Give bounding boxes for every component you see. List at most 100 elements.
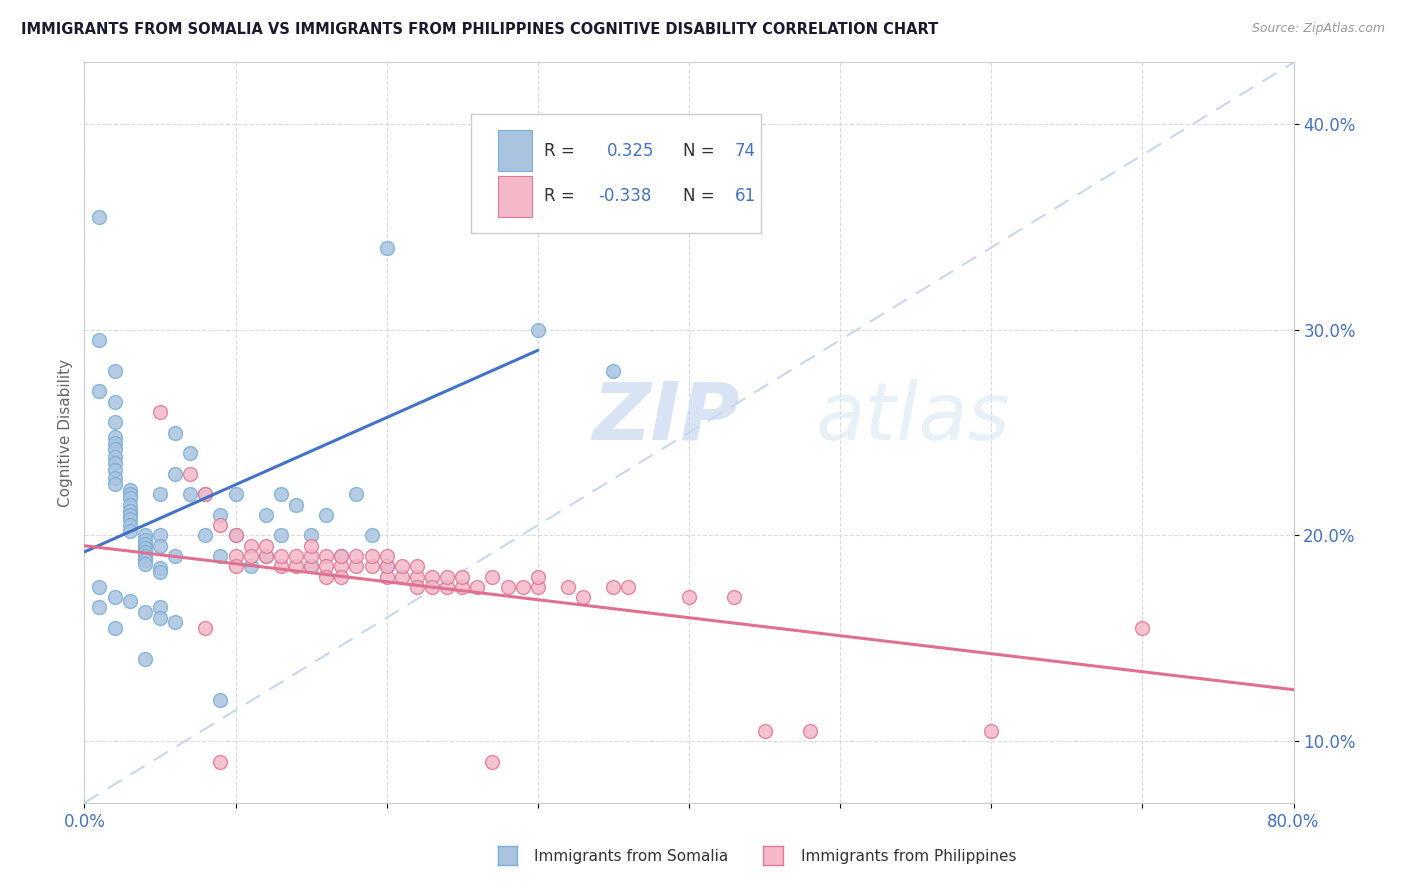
Point: [723, 590, 745, 604]
Point: [270, 549, 292, 563]
Point: [467, 580, 489, 594]
Point: [285, 549, 308, 563]
Point: [420, 580, 443, 594]
Point: [209, 549, 232, 563]
Point: [299, 559, 322, 574]
Point: [285, 559, 308, 574]
Point: [104, 394, 127, 409]
Point: [375, 559, 398, 574]
Point: [391, 559, 413, 574]
Point: [375, 569, 398, 583]
Point: [375, 549, 398, 563]
FancyBboxPatch shape: [471, 114, 762, 233]
Text: ZIP: ZIP: [592, 379, 740, 457]
Point: [149, 566, 172, 580]
Point: [134, 545, 156, 559]
Point: [149, 561, 172, 575]
Point: [360, 528, 382, 542]
Point: [89, 580, 111, 594]
Point: [225, 528, 247, 542]
Point: [270, 487, 292, 501]
Point: [179, 467, 201, 481]
Point: [149, 610, 172, 624]
Point: [134, 541, 156, 555]
Text: 61: 61: [735, 187, 756, 205]
Point: [165, 549, 187, 563]
Point: [165, 467, 187, 481]
Point: [527, 323, 550, 337]
Y-axis label: Cognitive Disability: Cognitive Disability: [58, 359, 73, 507]
Point: [330, 569, 353, 583]
Point: [194, 487, 217, 501]
FancyBboxPatch shape: [498, 130, 531, 171]
Point: [134, 553, 156, 567]
Point: [406, 569, 429, 583]
Point: [89, 333, 111, 347]
Point: [799, 723, 821, 738]
Point: [451, 580, 474, 594]
Point: [451, 569, 474, 583]
Point: [496, 580, 519, 594]
Point: [118, 487, 141, 501]
Point: [225, 549, 247, 563]
Point: [406, 580, 429, 594]
Point: [481, 569, 503, 583]
Point: [527, 580, 550, 594]
Point: [1130, 621, 1153, 635]
Point: [118, 504, 141, 518]
Point: [225, 487, 247, 501]
Point: [330, 549, 353, 563]
Text: N =: N =: [683, 187, 714, 205]
Point: [104, 471, 127, 485]
Point: [209, 518, 232, 533]
Point: [89, 600, 111, 615]
Point: [104, 442, 127, 456]
Point: [118, 518, 141, 533]
Point: [254, 508, 277, 522]
Point: [754, 723, 776, 738]
Point: [149, 405, 172, 419]
Point: [285, 498, 308, 512]
Point: [104, 621, 127, 635]
Point: [104, 590, 127, 604]
Point: [239, 559, 262, 574]
Point: [118, 498, 141, 512]
Text: Source: ZipAtlas.com: Source: ZipAtlas.com: [1251, 22, 1385, 36]
Point: [225, 559, 247, 574]
Point: [360, 549, 382, 563]
Point: [149, 528, 172, 542]
Point: [89, 210, 111, 224]
Point: [149, 487, 172, 501]
Point: [678, 590, 700, 604]
Point: [315, 549, 337, 563]
Point: [134, 549, 156, 563]
Text: Immigrants from Somalia: Immigrants from Somalia: [534, 849, 728, 863]
Point: [149, 600, 172, 615]
Text: -0.338: -0.338: [599, 187, 651, 205]
Point: [134, 558, 156, 572]
Text: N =: N =: [683, 142, 714, 160]
Point: [134, 528, 156, 542]
Text: R =: R =: [544, 142, 575, 160]
Text: IMMIGRANTS FROM SOMALIA VS IMMIGRANTS FROM PHILIPPINES COGNITIVE DISABILITY CORR: IMMIGRANTS FROM SOMALIA VS IMMIGRANTS FR…: [21, 22, 938, 37]
Point: [118, 483, 141, 498]
Point: [346, 559, 368, 574]
Point: [149, 539, 172, 553]
Point: [104, 457, 127, 471]
Point: [104, 436, 127, 450]
Point: [436, 580, 458, 594]
Point: [512, 580, 534, 594]
Point: [165, 615, 187, 629]
Point: [299, 528, 322, 542]
Point: [299, 559, 322, 574]
Point: [118, 491, 141, 506]
Point: [346, 549, 368, 563]
Point: [602, 364, 624, 378]
Point: [557, 580, 579, 594]
Point: [104, 415, 127, 429]
Point: [254, 549, 277, 563]
FancyBboxPatch shape: [498, 176, 531, 217]
Point: [118, 512, 141, 526]
Point: [104, 477, 127, 491]
Point: [179, 487, 201, 501]
